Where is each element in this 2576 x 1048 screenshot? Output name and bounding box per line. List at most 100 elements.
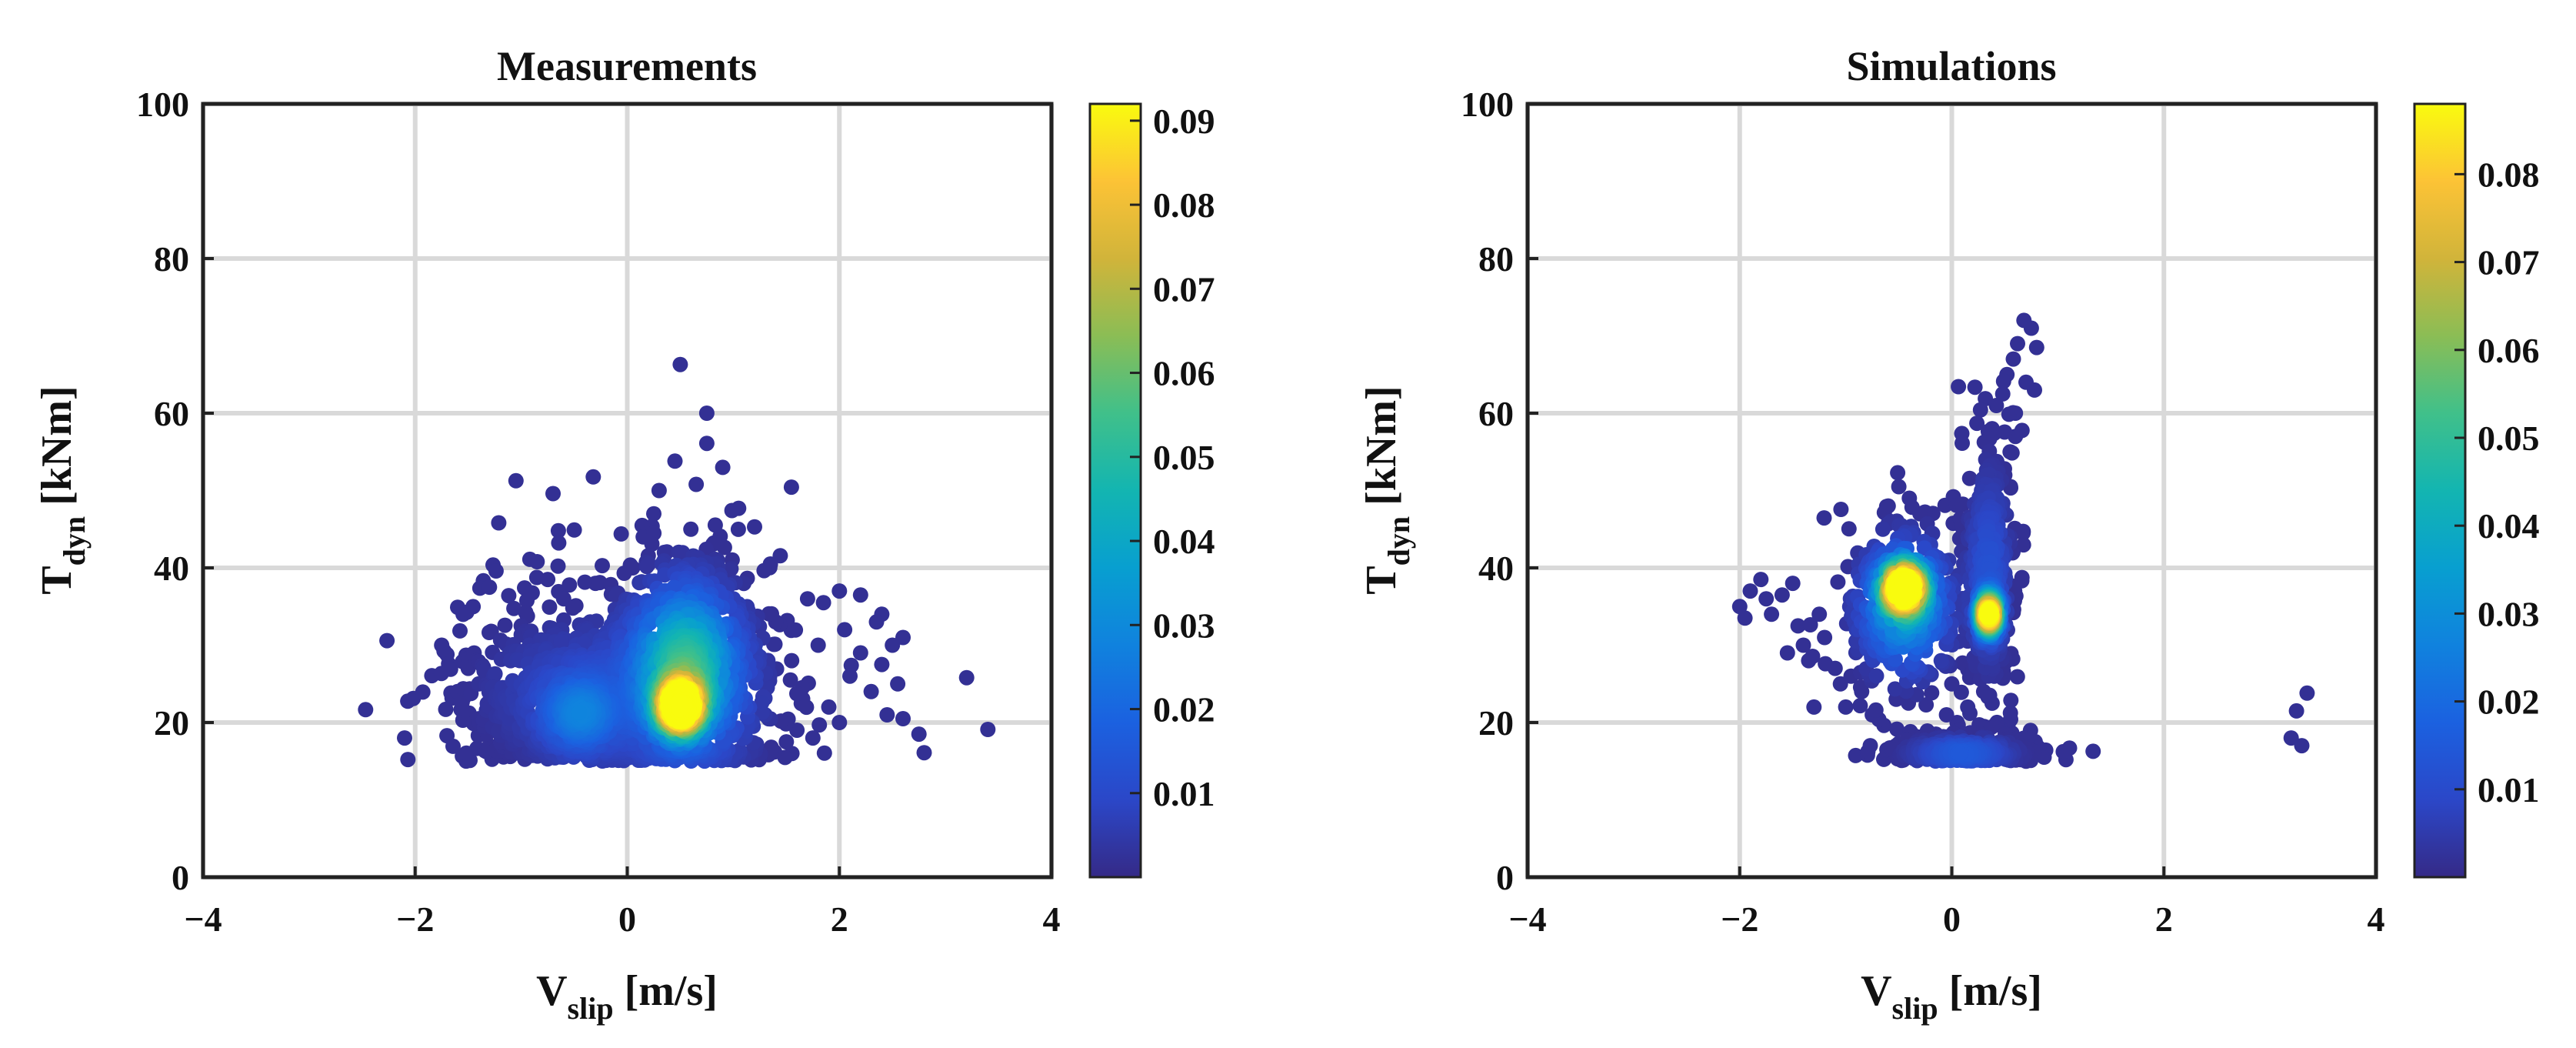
data-point (2001, 406, 2017, 422)
data-point (1805, 649, 1821, 664)
data-point (491, 515, 507, 531)
colorbar-tick-label: 0.05 (2478, 419, 2540, 458)
data-point (1961, 470, 1978, 486)
data-point (730, 521, 746, 537)
data-point (1954, 496, 1971, 512)
data-point (1868, 668, 1885, 684)
x-tick-label: −4 (184, 899, 222, 939)
data-point (2018, 374, 2034, 390)
y-tick-label: 60 (1478, 394, 1514, 433)
data-point (1969, 416, 1985, 432)
data-point (1988, 398, 2004, 413)
x-tick-label: 2 (831, 899, 848, 939)
data-point (379, 632, 395, 649)
colorbar-tick-label: 0.07 (1153, 269, 1215, 309)
data-point (1817, 629, 1833, 646)
data-point (1731, 599, 1748, 615)
data-point (625, 560, 641, 576)
data-point (789, 686, 805, 702)
data-point (1795, 637, 1811, 653)
colorbar-gradient (2413, 102, 2467, 879)
data-point (595, 558, 610, 574)
colorbar-tick-label: 0.04 (2478, 506, 2540, 546)
data-point (458, 604, 475, 620)
colorbar-tick-label: 0.08 (2478, 155, 2540, 194)
data-point (698, 436, 715, 452)
data-point (550, 558, 566, 574)
data-point (890, 676, 906, 692)
data-point (885, 637, 901, 653)
data-point (799, 591, 815, 607)
data-point (1995, 373, 2011, 389)
data-point (2002, 705, 2018, 721)
data-point (673, 694, 689, 710)
x-tick-label: −4 (1508, 899, 1546, 939)
data-point (756, 562, 772, 579)
data-point (821, 699, 837, 715)
y-axis-label: Tdyn [kNm] (33, 385, 92, 594)
data-point (553, 634, 569, 649)
data-point (1924, 685, 1940, 701)
x-tick-label: −2 (396, 899, 434, 939)
data-point (1938, 707, 1954, 723)
data-point (651, 482, 667, 499)
colorbar-tick-label: 0.03 (2478, 594, 2540, 633)
data-point (529, 554, 545, 569)
chart-title: Measurements (497, 43, 757, 89)
data-point (782, 672, 798, 688)
axes-box (201, 102, 1054, 879)
data-point (715, 459, 731, 476)
data-point (1933, 652, 1949, 669)
data-point (1937, 497, 1953, 513)
y-tick-label: 20 (154, 703, 189, 743)
data-point (572, 704, 588, 720)
data-point (487, 666, 503, 682)
colorbar-tick-label: 0.01 (1153, 774, 1215, 813)
data-point (2055, 743, 2071, 759)
data-point (1811, 606, 1828, 622)
data-point (542, 599, 558, 615)
data-point (358, 702, 374, 718)
data-point (439, 728, 455, 744)
data-point (438, 701, 454, 717)
data-point (1779, 645, 1795, 661)
data-point (879, 707, 895, 723)
colorbar-gradient (1088, 102, 1142, 879)
colorbar-tick-label: 0.09 (1153, 102, 1215, 141)
colorbar-tick-label: 0.02 (2478, 683, 2540, 722)
data-point (1841, 521, 1857, 537)
x-tick-label: 2 (2155, 899, 2173, 939)
data-point (2283, 730, 2299, 746)
data-point (1981, 605, 1997, 621)
data-point (688, 476, 705, 492)
data-point (646, 506, 661, 522)
data-point (1951, 379, 1967, 395)
data-point (724, 502, 740, 519)
data-point (2002, 444, 2018, 460)
y-tick-label: 40 (154, 549, 189, 588)
colorbar-tick-label: 0.02 (1153, 690, 1215, 729)
data-point (1827, 660, 1843, 676)
data-point (1888, 652, 1903, 667)
colorbar: 0.01 0.02 0.03 0.04 0.05 0.06 0.07 0.08 (2413, 102, 2540, 879)
y-tick-label: 100 (136, 85, 189, 124)
data-point (778, 734, 795, 750)
data-point (1833, 502, 1849, 517)
data-point (683, 521, 699, 537)
colorbar-tick-label: 0.07 (2478, 243, 2540, 282)
data-point (863, 683, 879, 699)
data-point (1742, 583, 1758, 599)
data-point (540, 572, 556, 588)
data-point (852, 587, 868, 603)
data-point (565, 600, 581, 616)
colorbar-tick-label: 0.06 (1153, 354, 1215, 393)
data-point (852, 645, 868, 661)
data-point (1838, 699, 1854, 715)
data-point (747, 519, 762, 535)
data-point (2299, 685, 2315, 701)
data-point (1860, 743, 1876, 759)
data-point (1852, 698, 1868, 714)
y-tick-label: 60 (154, 394, 189, 433)
data-point (550, 522, 566, 539)
